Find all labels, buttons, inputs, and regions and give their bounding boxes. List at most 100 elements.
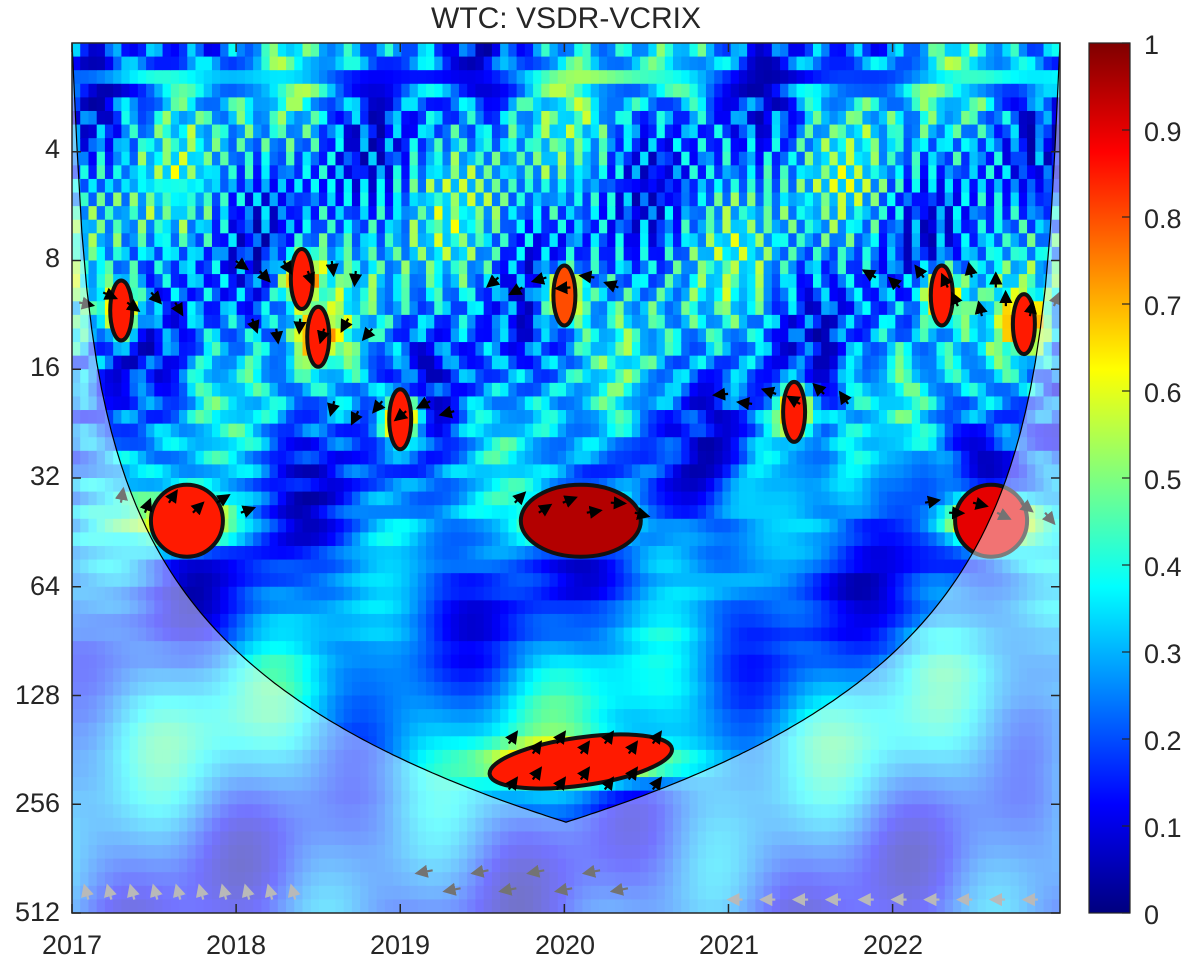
heat-cell xyxy=(220,260,230,275)
heat-cell xyxy=(88,369,98,384)
heat-cell xyxy=(96,804,106,819)
heat-cell xyxy=(104,899,114,913)
heat-cell xyxy=(623,559,633,574)
heat-cell xyxy=(409,396,419,411)
heat-cell xyxy=(434,627,444,642)
heat-cell xyxy=(129,858,139,873)
heat-cell xyxy=(705,681,715,697)
heat-cell xyxy=(689,586,699,601)
heat-cell xyxy=(681,328,691,343)
heat-cell xyxy=(195,219,205,234)
heat-cell xyxy=(137,790,147,805)
heat-cell xyxy=(508,613,518,629)
heat-cell xyxy=(673,355,682,370)
heat-cell xyxy=(104,586,114,601)
heat-cell xyxy=(434,369,444,384)
heat-cell xyxy=(269,613,279,629)
heat-cell xyxy=(319,478,328,493)
heat-cell xyxy=(88,437,98,452)
heat-cell xyxy=(294,464,304,479)
heat-cell xyxy=(244,804,254,819)
heat-cell xyxy=(524,831,534,846)
heat-cell xyxy=(277,668,287,683)
heat-cell xyxy=(170,872,180,887)
heat-cell xyxy=(244,668,254,683)
heat-cell xyxy=(689,899,699,913)
heat-cell xyxy=(574,287,584,302)
heat-cell xyxy=(113,110,122,126)
heat-cell xyxy=(640,124,649,139)
heat-cell xyxy=(343,70,353,85)
heat-cell xyxy=(475,763,485,778)
heat-cell xyxy=(195,777,205,792)
heat-cell xyxy=(631,681,641,697)
heat-cell xyxy=(664,885,674,900)
heat-cell xyxy=(236,314,246,330)
heat-cell xyxy=(319,260,328,275)
heat-cell xyxy=(80,110,90,126)
heat-cell xyxy=(343,872,353,887)
heat-cell xyxy=(417,532,427,547)
heat-cell xyxy=(409,410,419,425)
heat-cell xyxy=(277,83,287,98)
heat-cell xyxy=(269,627,279,642)
heat-cell xyxy=(203,301,213,316)
heat-cell xyxy=(96,124,106,139)
heat-cell xyxy=(376,260,386,275)
heat-cell xyxy=(269,260,279,275)
heat-cell xyxy=(88,600,98,615)
heat-cell xyxy=(195,138,205,153)
heat-cell xyxy=(104,83,114,98)
heat-cell xyxy=(129,151,139,166)
heat-cell xyxy=(72,70,81,85)
heat-cell xyxy=(319,885,328,900)
heat-cell xyxy=(203,219,213,234)
heat-cell xyxy=(557,695,567,710)
heat-cell xyxy=(673,722,682,737)
heat-cell xyxy=(310,573,320,588)
heat-cell xyxy=(557,899,567,913)
heat-cell xyxy=(228,124,238,139)
heat-cell xyxy=(434,545,444,561)
heat-cell xyxy=(623,586,633,601)
heat-cell xyxy=(253,151,262,166)
heat-cell xyxy=(195,124,205,139)
heat-cell xyxy=(335,573,345,588)
heat-cell xyxy=(426,545,435,561)
heat-cell xyxy=(220,763,230,778)
heat-cell xyxy=(335,736,345,751)
heat-cell xyxy=(335,110,345,126)
heat-cell xyxy=(401,43,411,58)
heat-cell xyxy=(648,559,658,574)
heat-cell xyxy=(673,274,682,289)
heat-cell xyxy=(368,219,378,234)
heat-cell xyxy=(310,749,320,765)
heat-cell xyxy=(286,437,295,452)
heat-cell xyxy=(640,355,649,370)
heat-cell xyxy=(261,681,271,697)
heat-cell xyxy=(541,654,551,669)
heat-cell xyxy=(277,274,287,289)
heat-cell xyxy=(236,668,246,683)
heat-cell xyxy=(203,287,213,302)
heat-cell xyxy=(673,124,682,139)
heat-cell xyxy=(195,110,205,126)
heat-cell xyxy=(170,287,180,302)
heat-cell xyxy=(211,763,221,778)
heat-cell xyxy=(179,328,188,343)
heat-cell xyxy=(236,736,246,751)
heat-cell xyxy=(681,56,691,71)
heat-cell xyxy=(689,545,699,561)
heat-cell xyxy=(360,450,369,465)
heat-cell xyxy=(426,777,435,792)
heat-cell xyxy=(335,545,345,561)
heat-cell xyxy=(343,287,353,302)
heat-cell xyxy=(508,885,518,900)
heat-cell xyxy=(640,899,649,913)
heat-cell xyxy=(681,613,691,629)
heat-cell xyxy=(442,573,452,588)
heat-cell xyxy=(491,246,501,262)
heat-cell xyxy=(327,369,337,384)
heat-cell xyxy=(393,287,402,302)
heat-cell xyxy=(253,97,262,112)
